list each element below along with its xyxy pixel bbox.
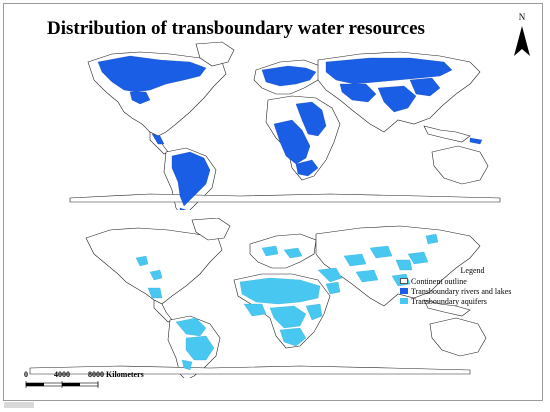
antarctica-outline-bottom — [29, 365, 471, 375]
aquifer-northeast-asia — [425, 233, 439, 245]
aquifer-southern-africa — [279, 327, 307, 347]
legend-item-aquifers: Transboundary aquifers — [400, 296, 535, 306]
basin-amazon — [171, 151, 211, 207]
north-arrow-icon — [514, 26, 530, 56]
basin-new-guinea — [469, 137, 483, 145]
basin-niger-congo — [273, 119, 311, 165]
north-arrow: N — [510, 12, 534, 60]
basin-north-america-east — [129, 91, 151, 105]
aquifer-east-africa — [305, 303, 323, 321]
transboundary-rivers-lakes — [97, 55, 483, 210]
basin-central-asia — [339, 83, 377, 103]
north-america-outline-bottom — [85, 227, 223, 305]
north-label: N — [518, 12, 526, 22]
australia-outline-bottom — [429, 317, 487, 357]
aquifer-south-america-3 — [181, 359, 193, 371]
basin-central-america — [151, 133, 165, 145]
aquifer-south-asia — [355, 269, 379, 283]
footer-mark — [4, 402, 34, 408]
scale-label-8000: 8000 Kilometers — [88, 370, 144, 379]
basin-east-asia — [409, 77, 441, 97]
scale-label-4000: 4000 — [54, 370, 70, 379]
rivers-lakes-map — [69, 41, 501, 210]
aquifer-central-asia-2 — [369, 245, 393, 259]
aquifer-west-africa — [243, 303, 267, 317]
greenland-outline — [195, 41, 235, 67]
southeast-asia-outline-bottom — [423, 299, 471, 317]
legend-item-continent-outline: Continent outline — [400, 276, 535, 286]
aquifer-south-america-1 — [175, 317, 207, 337]
aquifer-china — [395, 259, 413, 271]
basin-south-asia — [377, 85, 417, 113]
aquifer-north-america-2 — [149, 269, 163, 281]
legend-swatch-aquifers — [400, 298, 408, 304]
australia-outline — [431, 145, 489, 185]
transboundary-aquifers — [135, 233, 439, 371]
basin-europe — [261, 65, 317, 87]
aquifer-middle-east — [317, 267, 343, 283]
aquifer-central-africa — [269, 305, 307, 329]
aquifer-europe-2 — [283, 247, 303, 259]
basin-north-asia — [325, 57, 453, 85]
basin-north-america — [97, 55, 207, 93]
legend-label: Transboundary rivers and lakes — [411, 286, 512, 296]
basin-zambezi — [295, 159, 319, 177]
legend-item-rivers-lakes: Transboundary rivers and lakes — [400, 286, 535, 296]
legend: Legend Continent outline Transboundary r… — [400, 266, 535, 306]
aquifer-mexico — [147, 287, 163, 299]
aquifers-map — [29, 218, 487, 378]
aquifer-south-america-2 — [185, 335, 215, 361]
southeast-asia-outline — [423, 125, 471, 143]
basin-nile — [295, 101, 327, 137]
legend-title: Legend — [460, 266, 485, 275]
map-frame — [3, 3, 543, 401]
aquifer-central-asia-1 — [343, 253, 367, 267]
legend-swatch-outline — [400, 278, 408, 284]
basin-patagonia — [179, 207, 187, 210]
aquifer-east-asia — [407, 251, 429, 265]
aquifer-europe-1 — [261, 245, 279, 257]
legend-label: Transboundary aquifers — [411, 296, 487, 306]
antarctica-outline — [69, 193, 501, 203]
aquifer-north-america-1 — [135, 255, 149, 267]
europe-outline-bottom — [249, 233, 317, 269]
scale-bar-graphic — [25, 381, 99, 388]
legend-label: Continent outline — [411, 276, 467, 286]
legend-swatch-rivers — [400, 288, 408, 294]
greenland-outline-bottom — [191, 218, 231, 241]
aquifer-sahara — [239, 277, 321, 305]
scale-bar: 0 4000 8000 Kilometers — [22, 370, 182, 392]
aquifer-arabia — [325, 281, 341, 295]
scale-label-0: 0 — [24, 370, 28, 379]
map-title: Distribution of transboundary water reso… — [47, 18, 425, 39]
